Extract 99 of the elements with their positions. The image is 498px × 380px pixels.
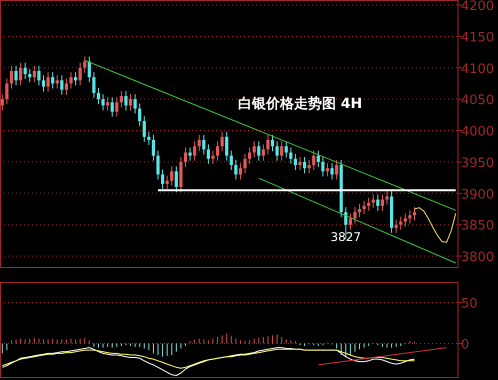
candlestick [270,134,274,152]
candlestick [252,140,256,158]
y-tick-label: 3850 [461,218,494,234]
candlestick [230,150,233,171]
candlestick [380,194,384,212]
candlestick [367,197,370,212]
candlestick [56,74,59,89]
candlestick [37,65,41,86]
y-tick-label: 3900 [461,187,494,202]
candlestick [330,162,334,180]
y-tick-label: 3950 [461,156,494,171]
candlestick [284,140,288,158]
candlestick [326,162,330,177]
candlestick [5,78,8,105]
candlestick [206,144,210,164]
candlestick [289,146,292,164]
candlestick [120,90,123,108]
candlestick [32,65,36,83]
y-tick-label: 4200 [461,0,494,14]
candlestick [10,65,14,89]
candlestick [376,194,380,212]
y-tick-label: 4100 [461,62,494,77]
candlestick [24,62,27,80]
candlestick [88,56,91,83]
y-tick-label: 4000 [461,124,494,140]
candlestick [160,168,164,190]
candlestick [156,150,160,180]
candlestick [302,156,306,174]
y-tick-label: 3800 [461,250,494,266]
candlestick [308,160,311,174]
candlestick [198,134,201,152]
line-series [414,207,456,243]
candlestick [64,78,68,96]
candlestick [211,150,215,164]
candlestick [170,166,174,186]
candlestick [298,156,302,171]
candlestick [358,203,362,218]
candlestick [188,146,192,162]
candlestick [83,56,86,74]
candlestick [257,140,260,162]
candlestick [316,150,320,168]
candlestick [353,206,357,224]
candlestick [312,150,316,171]
candlestick [248,146,252,164]
candlestick [404,212,407,228]
candlestick [321,156,324,177]
candlestick [225,131,228,162]
y-tick-label: 4050 [461,93,494,108]
candlestick [142,116,146,142]
candlestick [152,134,156,162]
candlestick [96,87,100,105]
candlestick [134,94,137,114]
candlestick [115,96,118,118]
candlestick [42,74,46,92]
candlestick [275,140,279,162]
candlestick [110,96,114,118]
candlestick [216,140,220,162]
candlestick [184,146,188,168]
candlestick [385,190,389,206]
candlestick [124,90,128,111]
candlestick [60,74,64,96]
candlestick [234,160,238,180]
candlestick [238,162,242,180]
candlestick [362,200,366,215]
candlestick [372,194,375,208]
y-tick-label: 0 [461,338,470,353]
candlestick [74,72,78,86]
candlestick [294,153,298,171]
candlestick [92,72,96,98]
annotation: 3827 [330,230,362,244]
candlestick [394,219,398,234]
text: 白银价格走势图 4H [238,96,362,112]
line-series [2,348,415,369]
candlestick [262,144,265,162]
candlestick [46,72,50,92]
candlestick [14,65,18,86]
candlestick [412,206,416,221]
candlestick [78,62,82,86]
candlestick [399,216,402,230]
candlestick [128,94,132,111]
candlestick [408,210,412,224]
candlestick [280,140,284,162]
candlestick [193,140,196,162]
candlestick [0,94,4,111]
y-tick-label: 50 [461,296,478,312]
candlestick [19,62,22,86]
candlestick [266,134,270,155]
y-tick-label: 4150 [461,30,494,46]
candlestick [147,131,150,146]
candlestick [69,72,73,89]
candlestick [138,103,142,127]
candlestick [335,160,338,180]
candlestick [51,72,54,89]
candlestick [166,175,169,190]
candlestick [174,166,178,193]
candlestick [101,94,105,111]
candlestick [202,134,206,155]
candlestick [28,68,32,83]
candlestick [106,96,110,111]
